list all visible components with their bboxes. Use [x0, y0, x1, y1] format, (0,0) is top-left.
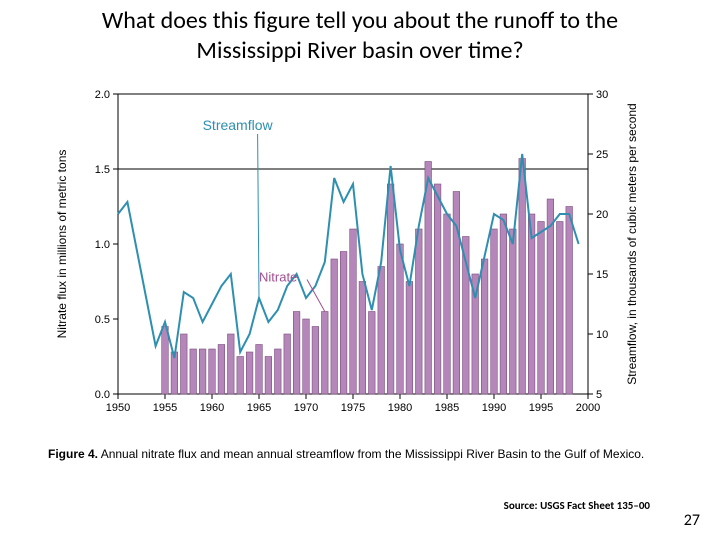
svg-text:0.0: 0.0	[95, 389, 110, 401]
svg-text:2.0: 2.0	[95, 89, 110, 101]
page-number: 27	[684, 511, 700, 530]
svg-text:Streamflow, in thousands of cu: Streamflow, in thousands of cubic meters…	[625, 103, 639, 384]
caption-text: Annual nitrate flux and mean annual stre…	[98, 447, 644, 461]
svg-text:1970: 1970	[294, 402, 318, 414]
svg-text:0.5: 0.5	[95, 314, 110, 326]
svg-text:1995: 1995	[529, 402, 553, 414]
svg-text:5: 5	[596, 389, 602, 401]
svg-text:Nitrate: Nitrate	[259, 270, 297, 285]
svg-text:15: 15	[596, 269, 608, 281]
svg-text:1955: 1955	[153, 402, 177, 414]
dual-axis-chart: 0.0 0.5 1.0 1.5 2.0 Nitrate flux in millions …	[48, 76, 648, 436]
svg-text:1.0: 1.0	[95, 239, 110, 251]
caption-prefix: Figure 4.	[48, 447, 98, 461]
svg-text:1985: 1985	[435, 402, 459, 414]
svg-text:1990: 1990	[482, 402, 506, 414]
svg-text:1.5: 1.5	[95, 164, 110, 176]
title-line-2: Mississippi River basin over time?	[20, 36, 700, 66]
svg-text:10: 10	[596, 329, 608, 341]
svg-text:1975: 1975	[341, 402, 365, 414]
svg-text:20: 20	[596, 209, 608, 221]
svg-text:1965: 1965	[247, 402, 271, 414]
svg-text:1980: 1980	[388, 402, 412, 414]
slide-title: What does this figure tell you about the…	[0, 0, 720, 70]
svg-text:2000: 2000	[576, 402, 600, 414]
svg-text:1960: 1960	[200, 402, 224, 414]
figure-caption: Figure 4. Annual nitrate flux and mean a…	[48, 447, 672, 461]
svg-text:25: 25	[596, 149, 608, 161]
svg-text:Streamflow: Streamflow	[203, 117, 274, 133]
source-citation: Source: USGS Fact Sheet 135–00	[504, 499, 650, 512]
svg-text:1950: 1950	[106, 402, 130, 414]
svg-text:Nitrate flux in millions of me: Nitrate flux in millions of metric tons	[55, 150, 69, 339]
chart-container: 0.0 0.5 1.0 1.5 2.0 Nitrate flux in millions …	[48, 76, 672, 441]
svg-text:30: 30	[596, 89, 608, 101]
title-line-1: What does this figure tell you about the…	[20, 6, 700, 36]
